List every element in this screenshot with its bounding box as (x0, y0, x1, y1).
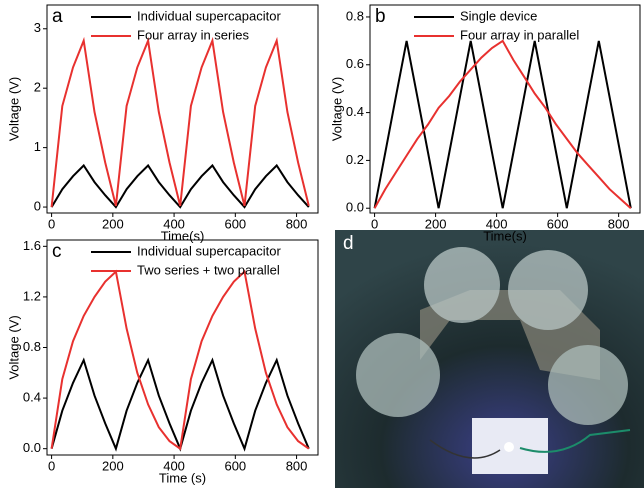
plot-frame (46, 239, 319, 456)
legend-label: Individual supercapacitor (137, 8, 281, 23)
y-tick-label: 0.6 (346, 56, 364, 71)
y-tick-label: 3 (34, 20, 41, 35)
x-tick-label: 200 (425, 216, 447, 231)
y-tick-label: 0.4 (23, 390, 41, 405)
chart: 0 200 400 600 800 0.0 0.2 0.4 0.6 0.8 Time(s) Volta… (329, 4, 641, 243)
y-tick-label: 1.2 (23, 288, 41, 303)
y-tick-label: 1.6 (23, 238, 41, 253)
y-tick-label: 2 (34, 80, 41, 95)
x-tick-label: 600 (224, 458, 246, 473)
y-tick-label: 0.2 (346, 152, 364, 167)
x-axis-label: Time (s) (159, 470, 206, 485)
device (548, 345, 628, 425)
x-axis-label: Time(s) (483, 228, 527, 243)
x-tick-label: 400 (163, 216, 185, 231)
y-tick-label: 0.4 (346, 104, 364, 119)
y-axis-label: Voltage (V) (6, 77, 21, 141)
x-tick-label: 800 (286, 216, 308, 231)
photo-panel: d (335, 230, 644, 488)
data-line (373, 40, 632, 209)
y-tick-label: 0.0 (23, 440, 41, 455)
x-tick-label: 200 (102, 458, 124, 473)
x-tick-label: 200 (102, 216, 124, 231)
y-tick-label: 0 (34, 198, 41, 213)
x-axis-label: Time(s) (161, 228, 205, 243)
y-tick-label: 0.8 (23, 339, 41, 354)
data-line (50, 269, 310, 451)
x-tick-label: 400 (163, 458, 185, 473)
data-line (50, 163, 310, 209)
x-tick-label: 0 (371, 216, 378, 231)
x-tick-label: 0 (48, 458, 55, 473)
data-line (50, 357, 310, 452)
x-tick-label: 800 (608, 216, 630, 231)
panel-label: b (375, 6, 386, 27)
legend-label: Four array in series (137, 27, 249, 42)
y-tick-label: 1 (34, 139, 41, 154)
led (504, 442, 514, 452)
chart: 0 200 400 600 800 0 1 2 3 Time(s) Voltage (V) Indiv… (6, 4, 319, 243)
chart: 0 200 400 600 800 0.0 0.4 0.8 1.2 1.6 Time (s) Volt… (6, 238, 319, 485)
panel-label: c (52, 241, 62, 262)
legend-label: Individual supercapacitor (137, 243, 281, 258)
x-tick-label: 0 (48, 216, 55, 231)
x-tick-label: 400 (486, 216, 508, 231)
wire (519, 429, 631, 453)
data-line (373, 39, 632, 209)
x-tick-label: 800 (286, 458, 308, 473)
x-tick-label: 600 (547, 216, 569, 231)
device (508, 250, 588, 330)
panel-label: a (52, 6, 63, 27)
data-line (50, 36, 310, 208)
panel-label: d (343, 233, 354, 254)
plot-frame (369, 4, 641, 214)
legend-label: Single device (460, 8, 537, 23)
y-tick-label: 0.0 (346, 200, 364, 215)
device (424, 247, 500, 323)
legend-label: Two series + two parallel (137, 262, 280, 277)
y-axis-label: Voltage (V) (6, 315, 21, 379)
x-tick-label: 600 (224, 216, 246, 231)
plot-frame (46, 4, 319, 214)
y-axis-label: Voltage (V) (329, 77, 344, 141)
wire (429, 439, 501, 459)
y-tick-label: 0.8 (346, 8, 364, 23)
device (356, 333, 440, 417)
legend-label: Four array in parallel (460, 27, 579, 42)
